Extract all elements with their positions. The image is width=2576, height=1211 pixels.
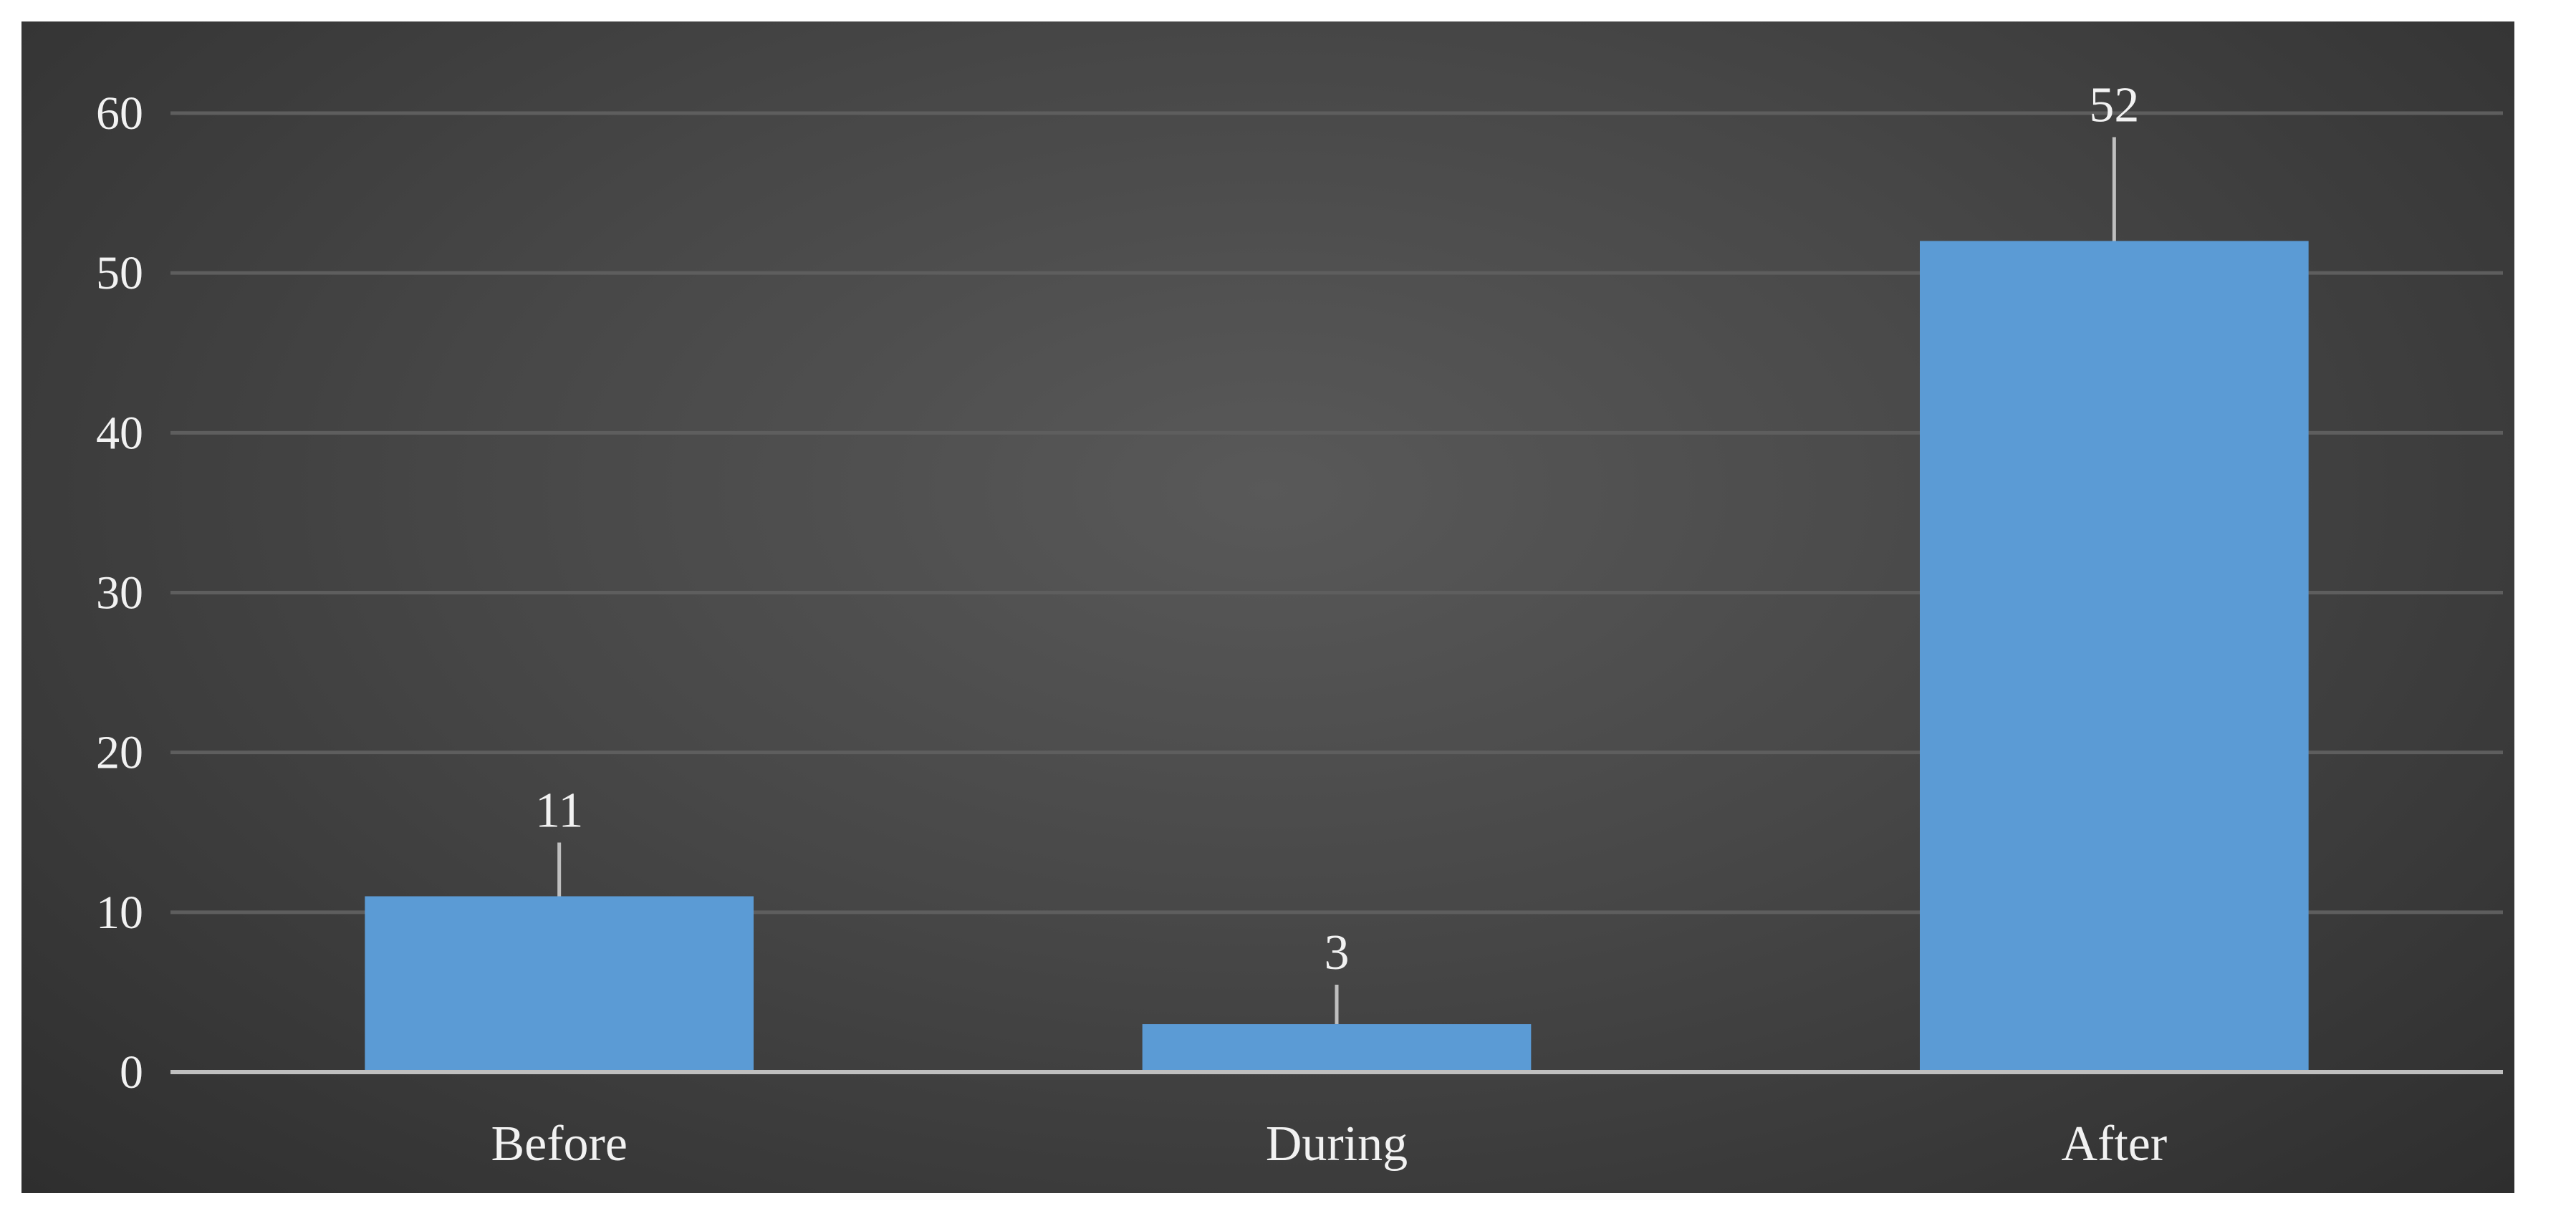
bar-during	[1142, 1024, 1532, 1072]
data-label: 52	[2089, 78, 2139, 133]
bars	[365, 241, 2309, 1072]
data-label: 11	[535, 783, 583, 839]
bar-before	[365, 896, 754, 1072]
data-label: 3	[1325, 925, 1350, 980]
x-category-label: During	[1266, 1116, 1408, 1172]
y-tick-label: 10	[96, 887, 143, 939]
y-tick-label: 40	[96, 407, 143, 459]
y-tick-label: 20	[96, 727, 143, 779]
bar-after	[1920, 241, 2309, 1072]
data-label-leaders	[557, 137, 2116, 1025]
y-axis-ticks: 0 10 20 30 40 50 60	[96, 87, 143, 1099]
y-tick-label: 60	[96, 87, 143, 140]
y-tick-label: 30	[96, 567, 143, 619]
x-category-label: After	[2061, 1116, 2167, 1172]
data-labels: 11 3 52	[535, 78, 2139, 981]
y-tick-label: 50	[96, 247, 143, 299]
x-category-label: Before	[491, 1116, 627, 1172]
category-labels: Before During After	[491, 1116, 2167, 1172]
y-tick-label: 0	[120, 1046, 143, 1099]
